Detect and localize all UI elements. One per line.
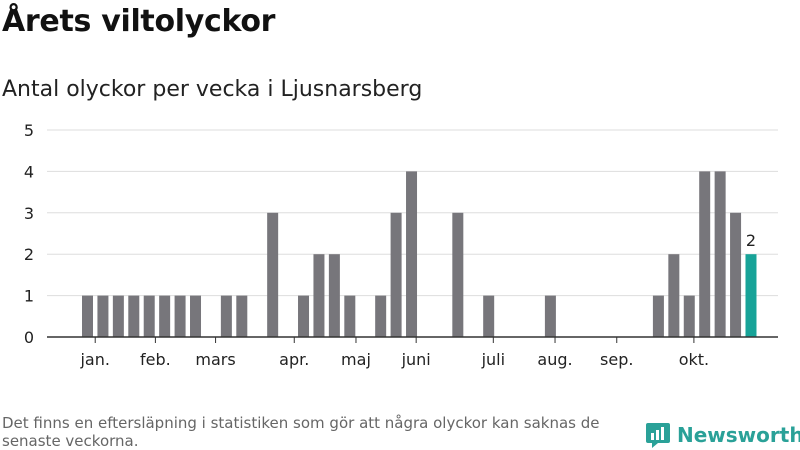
x-tick-label: sep.	[600, 350, 633, 369]
y-tick-label: 1	[24, 287, 34, 306]
x-tick-label: apr.	[279, 350, 309, 369]
bar-chart: 0 1 2 3 4 5 2 jan. feb. mars apr. maj juni juli aug. se…	[24, 121, 778, 369]
bar	[390, 212, 402, 337]
bar	[699, 171, 711, 337]
x-tick-label: maj	[341, 350, 371, 369]
bar	[714, 171, 726, 337]
bar	[683, 295, 695, 337]
bar	[236, 295, 248, 337]
y-tick-label: 0	[24, 328, 34, 347]
bar	[483, 295, 495, 337]
bar	[112, 295, 124, 337]
bar	[298, 295, 310, 337]
bar	[97, 295, 109, 337]
chart-title: Årets viltolyckor	[2, 4, 276, 39]
bar	[375, 295, 387, 337]
bar	[220, 295, 232, 337]
x-tick-label: aug.	[537, 350, 572, 369]
y-tick-label: 5	[24, 121, 34, 140]
brand-name: Newsworthy	[677, 423, 800, 447]
bar	[143, 295, 155, 337]
bar	[128, 295, 140, 337]
bar	[267, 212, 279, 337]
x-tick-label: okt.	[679, 350, 709, 369]
bar	[159, 295, 171, 337]
data-label: 2	[746, 231, 756, 250]
bar	[406, 171, 418, 337]
footnote: Det finns en eftersläpning i statistiken…	[2, 414, 600, 450]
x-tick-label: juni	[401, 350, 431, 369]
y-tick-label: 4	[24, 162, 34, 181]
y-tick-label: 2	[24, 245, 34, 264]
y-tick-label: 3	[24, 204, 34, 223]
bar	[328, 254, 340, 337]
x-tick-label: jan.	[79, 350, 109, 369]
bar	[730, 212, 742, 337]
bar	[544, 295, 556, 337]
bar	[344, 295, 356, 337]
bar	[313, 254, 325, 337]
bar	[82, 295, 93, 337]
bar	[652, 295, 664, 337]
bar-latest	[745, 254, 757, 337]
x-tick-label: juli	[481, 350, 505, 369]
bar	[190, 295, 202, 337]
newsworthy-logo-icon	[646, 423, 670, 448]
bar	[174, 295, 186, 337]
x-tick-label: mars	[195, 350, 235, 369]
x-tick-label: feb.	[140, 350, 171, 369]
brand-logo[interactable]: Newsworthy	[645, 420, 800, 450]
chart-subtitle: Antal olyckor per vecka i Ljusnarsberg	[2, 77, 423, 102]
bar	[452, 212, 464, 337]
bar	[668, 254, 680, 337]
